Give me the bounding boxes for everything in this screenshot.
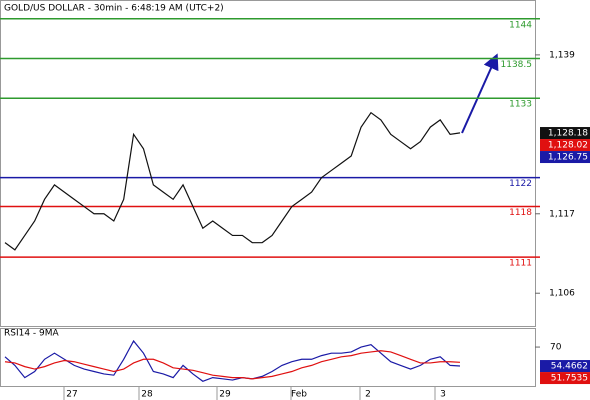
y-tick-label: 1,139 <box>549 50 575 60</box>
price-tag <box>540 151 590 164</box>
projection-arrow <box>461 53 499 134</box>
price-tag <box>540 139 590 152</box>
level-label: 1118 <box>509 208 532 218</box>
price-tag-label: 1,126.75 <box>548 153 588 163</box>
x-tick-label: Feb <box>291 390 307 400</box>
series-line <box>4 350 461 380</box>
price-tag <box>540 372 590 385</box>
rsi-panel <box>0 328 536 387</box>
chart-title: GOLD/US DOLLAR - 30min - 6:48:19 AM (UTC… <box>4 4 224 14</box>
rsi-title: RSI14 - 9MA <box>4 329 60 339</box>
level-label: 1133 <box>509 100 532 110</box>
series-line <box>4 111 461 251</box>
x-tick-label: 27 <box>66 390 77 400</box>
price-tag <box>540 360 590 373</box>
price-tag-label: 1,128.02 <box>548 141 588 151</box>
level-label: 1144 <box>509 20 532 30</box>
x-tick-label: 28 <box>141 390 153 400</box>
x-tick-label: 3 <box>440 390 446 400</box>
x-tick-label: 29 <box>219 390 231 400</box>
price-tag <box>540 127 590 140</box>
level-label: 1122 <box>509 179 532 189</box>
level-label: 1138.5 <box>501 60 533 70</box>
price-tag-label: 51.7535 <box>551 374 588 384</box>
series-line <box>4 339 461 382</box>
y-tick-label: 1,117 <box>549 209 575 219</box>
level-label: 1111 <box>509 259 532 269</box>
price-tag-label: 54.4662 <box>551 362 588 372</box>
x-tick-label: 2 <box>365 390 371 400</box>
rsi-tick-label: 70 <box>550 343 562 353</box>
price-tag-label: 1,128.18 <box>548 129 588 139</box>
y-tick-label: 1,106 <box>549 289 575 299</box>
price-panel <box>0 0 536 327</box>
